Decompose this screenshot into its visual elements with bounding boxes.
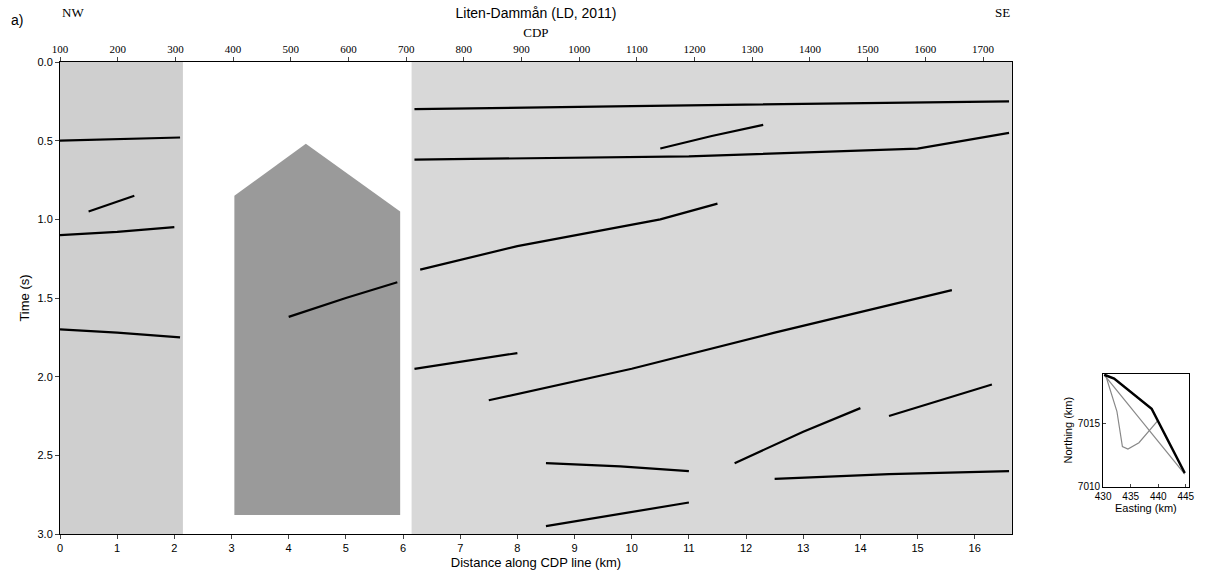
svg-text:100: 100 <box>52 43 69 55</box>
svg-text:2: 2 <box>171 542 177 554</box>
svg-text:435: 435 <box>1122 491 1139 502</box>
svg-text:Time (s): Time (s) <box>17 274 32 321</box>
svg-text:6: 6 <box>400 542 406 554</box>
svg-text:7010: 7010 <box>1078 481 1101 492</box>
svg-text:0: 0 <box>57 542 63 554</box>
svg-text:9: 9 <box>571 542 577 554</box>
svg-text:a): a) <box>11 12 23 28</box>
svg-text:430: 430 <box>1095 491 1112 502</box>
svg-text:8: 8 <box>514 542 520 554</box>
svg-text:SE: SE <box>995 5 1010 20</box>
svg-text:1.0: 1.0 <box>38 213 53 225</box>
svg-text:1100: 1100 <box>626 43 648 55</box>
svg-text:300: 300 <box>167 43 184 55</box>
svg-text:Northing (km): Northing (km) <box>1062 397 1074 464</box>
svg-text:4: 4 <box>286 542 292 554</box>
svg-text:1400: 1400 <box>799 43 822 55</box>
svg-text:1000: 1000 <box>568 43 591 55</box>
svg-text:12: 12 <box>740 542 752 554</box>
svg-text:1: 1 <box>114 542 120 554</box>
svg-text:10: 10 <box>626 542 638 554</box>
svg-text:Liten-Dammån (LD, 2011): Liten-Dammån (LD, 2011) <box>456 5 617 21</box>
svg-text:1200: 1200 <box>684 43 707 55</box>
svg-text:1700: 1700 <box>972 43 995 55</box>
svg-text:16: 16 <box>969 542 981 554</box>
svg-text:200: 200 <box>109 43 126 55</box>
svg-text:700: 700 <box>398 43 415 55</box>
svg-text:15: 15 <box>911 542 923 554</box>
svg-text:800: 800 <box>456 43 473 55</box>
svg-text:1500: 1500 <box>857 43 880 55</box>
svg-text:CDP: CDP <box>523 25 548 40</box>
svg-text:600: 600 <box>340 43 357 55</box>
svg-text:Easting (km): Easting (km) <box>1115 502 1177 514</box>
svg-text:7: 7 <box>457 542 463 554</box>
svg-text:Distance along CDP line (km): Distance along CDP line (km) <box>451 555 621 570</box>
svg-text:3.0: 3.0 <box>38 528 53 540</box>
svg-text:1.5: 1.5 <box>38 292 53 304</box>
svg-text:440: 440 <box>1150 491 1167 502</box>
svg-text:2.5: 2.5 <box>38 449 53 461</box>
svg-text:0.5: 0.5 <box>38 135 53 147</box>
svg-text:13: 13 <box>797 542 809 554</box>
svg-text:NW: NW <box>62 5 84 20</box>
svg-text:500: 500 <box>283 43 300 55</box>
svg-text:14: 14 <box>854 542 866 554</box>
svg-text:0.0: 0.0 <box>38 56 53 68</box>
svg-text:445: 445 <box>1177 491 1194 502</box>
svg-text:5: 5 <box>343 542 349 554</box>
svg-text:1300: 1300 <box>741 43 764 55</box>
svg-text:7015: 7015 <box>1078 418 1101 429</box>
svg-text:1600: 1600 <box>914 43 937 55</box>
svg-text:900: 900 <box>513 43 530 55</box>
svg-text:11: 11 <box>683 542 694 554</box>
svg-text:3: 3 <box>228 542 234 554</box>
svg-text:400: 400 <box>225 43 242 55</box>
svg-text:2.0: 2.0 <box>38 371 53 383</box>
